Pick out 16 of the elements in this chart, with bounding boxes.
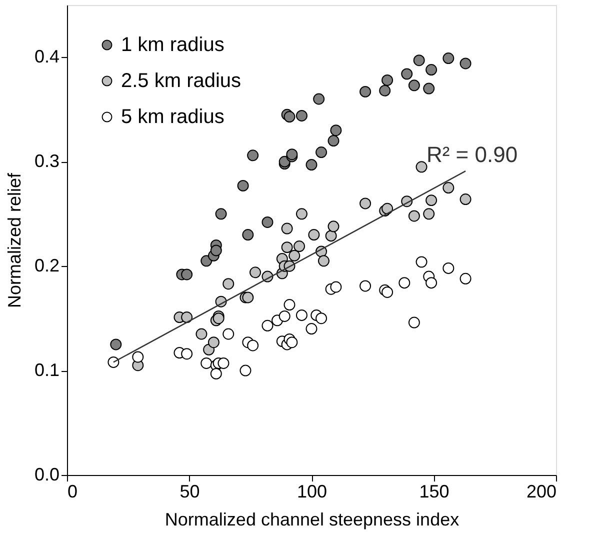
y-tick-label: 0.4	[34, 46, 60, 67]
y-axis-title: Normalized relief	[4, 172, 24, 308]
x-tick-label: 100	[296, 482, 328, 502]
y-tick-label: 0.1	[34, 360, 60, 380]
legend-label: 2.5 km radius	[121, 70, 242, 92]
legend-label: 5 km radius	[121, 106, 224, 128]
x-tick-label: 200	[526, 482, 556, 502]
x-tick-label: 0	[68, 482, 78, 502]
y-tick-label: 0.2	[34, 256, 60, 276]
x-tick-label: 150	[419, 482, 450, 502]
annotation: R² = 0.90	[426, 142, 518, 167]
x-tick-label: 50	[180, 482, 200, 502]
y-tick-label: 0.0	[34, 464, 60, 484]
y-tick-label: 0.3	[34, 151, 60, 172]
x-axis-title: Normalized channel steepness index	[164, 510, 460, 530]
legend-label: 1 km radius	[121, 34, 224, 56]
